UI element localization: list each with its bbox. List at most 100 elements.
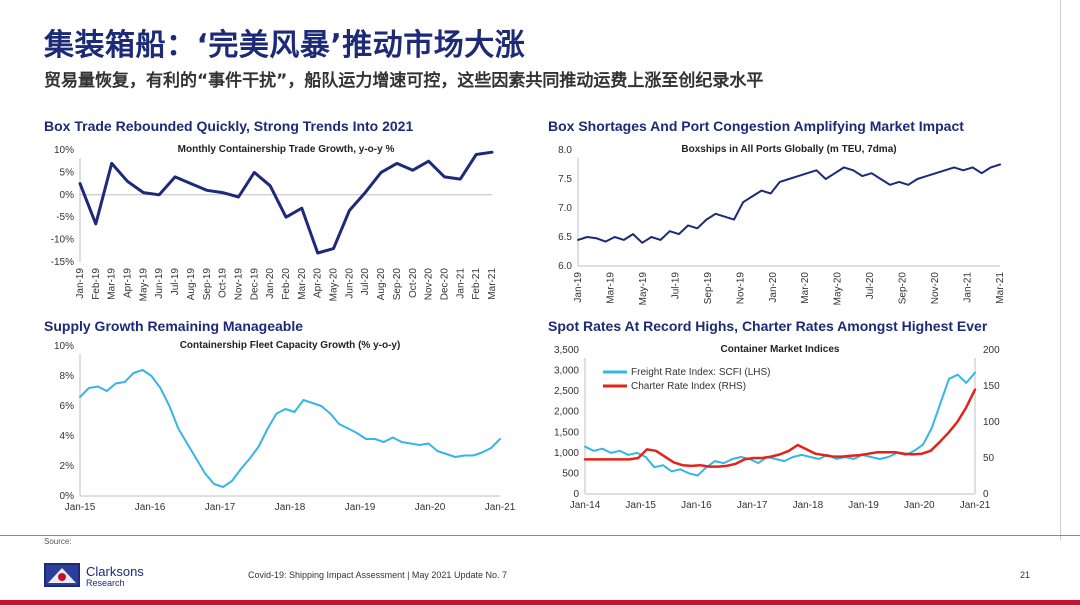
chart-0-xtick: Mar-19 [107,268,118,300]
chart-3-series-line [583,388,977,468]
chart-3-xtick: Jan-16 [681,500,712,511]
chart-0-xtick: Nov-20 [424,268,435,301]
chart-1-ytick: 8.0 [558,145,572,156]
chart-2-ytick: 6% [60,401,75,412]
chart-1-xtick: Mar-19 [605,272,616,304]
chart-0-ytick: -10% [51,235,74,246]
chart-1-xtick: Jan-21 [963,272,974,303]
chart-3-ytick: 2,000 [554,407,579,418]
chart-1-xtick: May-20 [833,272,844,306]
chart-0-ytick: 5% [60,167,75,178]
chart-3-xtick: Jan-17 [737,500,768,511]
chart-0-xtick: Oct-19 [218,268,229,298]
logo-subtext: Research [86,578,125,588]
page-title: 集装箱船：‘完美风暴’推动市场大涨 [44,28,526,63]
panel-title-fleet-growth: Supply Growth Remaining Manageable [44,318,304,334]
chart-0-xtick: Feb-20 [281,268,292,300]
chart-3-ytick-right: 50 [983,453,995,464]
chart-2-xtick: Jan-17 [205,502,236,513]
chart-3-xtick: Jan-18 [793,500,824,511]
chart-0-ytick: 0% [60,190,75,201]
chart-2-series-line [79,369,501,488]
source-divider [0,535,1080,536]
chart-3-title: Container Market Indices [721,344,840,355]
chart-2-ytick: 10% [54,341,74,352]
chart-0-xtick: Nov-19 [233,268,244,301]
chart-3-ytick: 2,500 [554,386,579,397]
chart-2-ytick: 2% [60,461,75,472]
chart-0-xtick: Dec-19 [249,268,260,301]
chart-1-title: Boxships in All Ports Globally (m TEU, 7… [681,144,896,155]
chart-3-ytick-right: 200 [983,345,1000,356]
chart-0-xtick: Apr-19 [123,268,134,298]
chart-1-series-line [577,163,1001,244]
chart-1-ytick: 7.5 [558,174,572,185]
chart-1-xtick: Jan-20 [768,272,779,303]
chart-0-ytick: -15% [51,257,74,268]
chart-0-xtick: Dec-20 [439,268,450,301]
chart-3-xtick: Jan-21 [960,500,991,511]
chart-3-ytick: 1,000 [554,448,579,459]
chart-0-xtick: Sep-20 [392,268,403,301]
chart-2-xtick: Jan-15 [65,502,96,513]
page-number: 21 [1020,570,1031,580]
chart-0-xtick: Jul-20 [360,268,371,296]
chart-1-xtick: Sep-20 [898,272,909,305]
chart-3-ytick-right: 100 [983,417,1000,428]
chart-1-xtick: Jul-20 [865,272,876,300]
source-label: Source: [44,537,72,546]
chart-0-xtick: Mar-21 [487,268,498,300]
chart-0-xtick: Jan-20 [265,268,276,299]
chart-3-xtick: Jan-15 [625,500,656,511]
chart-0-xtick: Jan-21 [455,268,466,299]
chart-0-xtick: Aug-19 [186,268,197,301]
chart-0-xtick: Aug-20 [376,268,387,301]
chart-1-ytick: 6.0 [558,261,572,272]
panel-title-trade-growth: Box Trade Rebounded Quickly, Strong Tren… [44,118,414,134]
chart-0-ytick: -5% [56,212,74,223]
panel-title-boxships-in-port: Box Shortages And Port Congestion Amplif… [548,118,964,134]
chart-3-ytick: 3,000 [554,366,579,377]
chart-3-ytick: 1,500 [554,427,579,438]
chart-0-xtick: Jul-19 [170,268,181,296]
chart-0-xtick: Jun-20 [344,268,355,299]
chart-1-xtick: Jan-19 [573,272,584,303]
chart-1-ytick: 6.5 [558,232,572,243]
chart-3-ytick: 3,500 [554,345,579,356]
chart-3-series-line [584,371,976,477]
clarksons-logo [44,563,80,587]
chart-0-xtick: Mar-20 [297,268,308,300]
chart-3-ytick-right: 150 [983,381,1000,392]
chart-1-ytick: 7.0 [558,203,572,214]
chart-0-title: Monthly Containership Trade Growth, y-o-… [178,144,395,155]
chart-0-xtick: Sep-19 [202,268,213,301]
logo-wordmark: Clarksons [86,564,144,579]
chart-2-title: Containership Fleet Capacity Growth (% y… [180,340,401,351]
chart-1-xtick: May-19 [638,272,649,306]
bottom-accent-bar [0,600,1080,605]
chart-0-xtick: May-19 [138,268,149,302]
chart-3-xtick: Jan-19 [848,500,879,511]
chart-2-xtick: Jan-19 [345,502,376,513]
chart-0-xtick: Jan-19 [75,268,86,299]
right-divider [1060,0,1061,540]
chart-2-ytick: 0% [60,491,75,502]
chart-3-legend-label: Freight Rate Index: SCFI (LHS) [631,367,771,378]
chart-0-xtick: Feb-21 [471,268,482,300]
chart-1-xtick: Nov-19 [735,272,746,305]
chart-2-xtick: Jan-18 [275,502,306,513]
chart-2-xtick: Jan-20 [415,502,446,513]
chart-1-xtick: Mar-21 [995,272,1006,304]
chart-3-ytick: 0 [573,489,579,500]
chart-0-xtick: May-20 [329,268,340,302]
chart-0-xtick: Oct-20 [408,268,419,298]
chart-2-xtick: Jan-16 [135,502,166,513]
chart-2-ytick: 4% [60,431,75,442]
chart-3-legend-label: Charter Rate Index (RHS) [631,381,746,392]
chart-1-xtick: Sep-19 [703,272,714,305]
chart-0-xtick: Apr-20 [313,268,324,298]
footer-text: Covid-19: Shipping Impact Assessment | M… [248,570,507,580]
chart-3-ytick-right: 0 [983,489,989,500]
chart-0-series-line [78,150,494,255]
